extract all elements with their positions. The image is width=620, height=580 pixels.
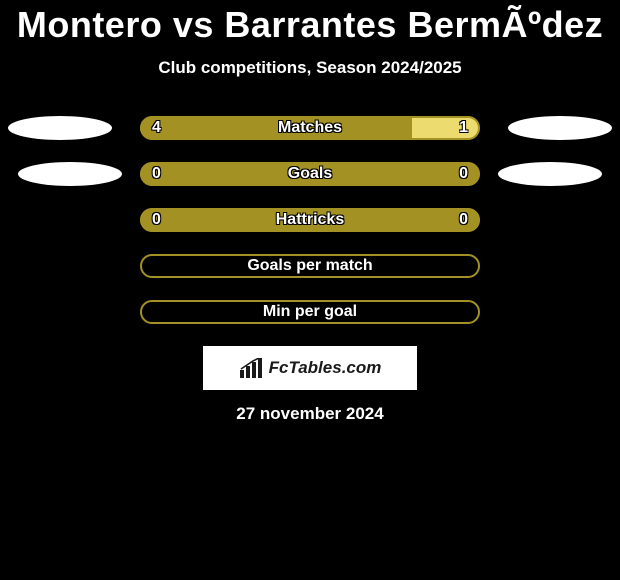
stat-value-left: 0 xyxy=(152,162,161,186)
player-right-avatar xyxy=(498,162,602,186)
stat-rows-area: 41Matches00Goals00HattricksGoals per mat… xyxy=(0,116,620,324)
page-subtitle: Club competitions, Season 2024/2025 xyxy=(0,46,620,78)
stat-value-right: 0 xyxy=(459,208,468,232)
logo-box: FcTables.com xyxy=(203,346,417,390)
player-left-avatar xyxy=(8,116,112,140)
infographic-container: Montero vs Barrantes BermÃºdez Club comp… xyxy=(0,0,620,580)
stat-bar-track xyxy=(140,208,480,232)
logo-text: FcTables.com xyxy=(269,358,382,378)
stat-value-left: 4 xyxy=(152,116,161,140)
stat-bar-fill-left xyxy=(140,162,480,186)
bar-chart-icon xyxy=(239,358,265,378)
stat-value-left: 0 xyxy=(152,208,161,232)
stat-bar-track xyxy=(140,162,480,186)
stat-bar-track xyxy=(140,254,480,278)
stat-row: 00Hattricks xyxy=(0,208,620,232)
stat-bar-track xyxy=(140,300,480,324)
stat-bar-fill-right xyxy=(412,116,480,140)
player-left-avatar xyxy=(18,162,122,186)
player-right-avatar xyxy=(508,116,612,140)
date-text: 27 november 2024 xyxy=(0,390,620,424)
stat-row: 41Matches xyxy=(0,116,620,140)
stat-row: Min per goal xyxy=(0,300,620,324)
page-title: Montero vs Barrantes BermÃºdez xyxy=(0,0,620,46)
stat-bar-fill-left xyxy=(140,116,412,140)
stat-value-right: 0 xyxy=(459,162,468,186)
stat-row: 00Goals xyxy=(0,162,620,186)
stat-row: Goals per match xyxy=(0,254,620,278)
stat-bar-track xyxy=(140,116,480,140)
stat-value-right: 1 xyxy=(459,116,468,140)
stat-bar-fill-left xyxy=(140,208,480,232)
